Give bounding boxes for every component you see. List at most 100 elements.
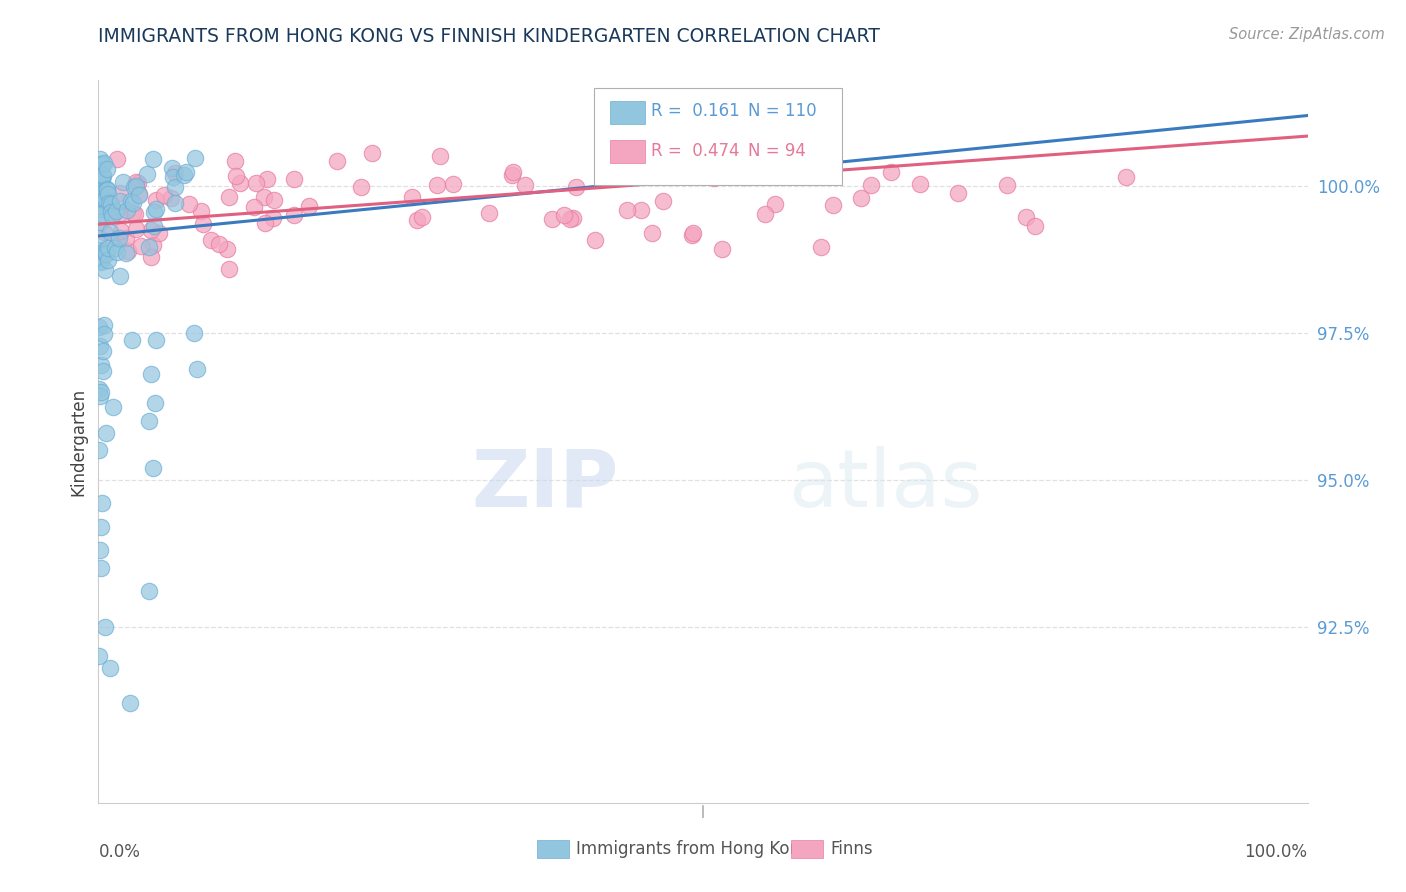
Point [100,205,122,219]
Point [1115,169,1137,184]
Point [298,199,321,213]
Point [89,182,111,196]
Point [208,237,231,252]
Point [263,193,285,207]
Point [229,176,252,190]
Point [1015,210,1038,224]
Point [96,182,118,196]
Point [564,180,586,194]
Point [93,326,115,341]
Point [186,362,208,376]
Text: R =  0.161: R = 0.161 [651,103,740,120]
Point [190,203,212,218]
Point [89,195,111,210]
Point [107,231,129,245]
Point [97,241,120,255]
Point [93,243,115,257]
Point [89,202,111,216]
Point [245,176,267,190]
Point [145,334,167,348]
Point [97,253,120,268]
Point [108,269,131,284]
Point [89,186,111,201]
FancyBboxPatch shape [537,839,569,858]
Point [141,223,163,237]
FancyBboxPatch shape [610,140,645,163]
Point [98,225,121,239]
Point [583,233,606,247]
Point [89,183,111,197]
Point [179,197,201,211]
Point [501,168,523,182]
Point [513,178,536,193]
Point [754,207,776,221]
Text: N = 110: N = 110 [748,103,817,120]
Point [125,175,148,189]
Point [860,178,883,192]
Point [405,213,427,227]
Point [145,202,167,216]
Point [173,168,195,182]
Point [87,383,110,397]
Point [325,154,347,169]
Point [91,156,114,170]
Point [163,195,186,210]
Point [87,320,110,334]
Point [90,169,112,183]
Text: atlas: atlas [787,446,981,524]
Point [160,161,183,175]
Point [105,244,128,259]
Y-axis label: Kindergarten: Kindergarten [69,387,87,496]
Point [87,175,110,189]
Point [89,181,111,195]
Point [200,233,222,247]
Point [105,152,128,166]
Point [218,189,240,203]
Text: 0.0%: 0.0% [98,843,141,861]
Point [90,215,112,229]
Point [995,178,1018,192]
Point [124,179,146,194]
Point [191,217,214,231]
Point [100,197,122,211]
Point [94,425,117,440]
Point [89,163,111,178]
Point [96,161,118,176]
Point [87,443,110,458]
Point [105,203,128,218]
Point [946,186,969,201]
Point [115,231,138,245]
Point [153,188,176,202]
Point [253,190,276,204]
Point [94,263,117,277]
Point [90,519,112,533]
Point [441,177,464,191]
Point [110,224,132,238]
Point [145,193,167,207]
Point [141,367,163,381]
Point [96,183,118,197]
Point [128,188,150,202]
Point [89,191,111,205]
Point [256,172,278,186]
Point [350,180,373,194]
Point [630,203,652,218]
Point [91,169,114,183]
Point [711,242,734,256]
Point [122,196,145,211]
Point [478,206,501,220]
Text: Source: ZipAtlas.com: Source: ZipAtlas.com [1229,27,1385,42]
Point [849,191,872,205]
Point [142,461,165,475]
Point [124,207,146,221]
Point [129,238,152,252]
Point [93,168,115,182]
Point [652,194,675,209]
Point [616,203,638,218]
Point [94,247,117,261]
Point [101,209,124,223]
Text: IMMIGRANTS FROM HONG KONG VS FINNISH KINDERGARTEN CORRELATION CHART: IMMIGRANTS FROM HONG KONG VS FINNISH KIN… [98,27,880,45]
Point [361,145,384,160]
Point [93,343,115,358]
Point [561,211,583,226]
